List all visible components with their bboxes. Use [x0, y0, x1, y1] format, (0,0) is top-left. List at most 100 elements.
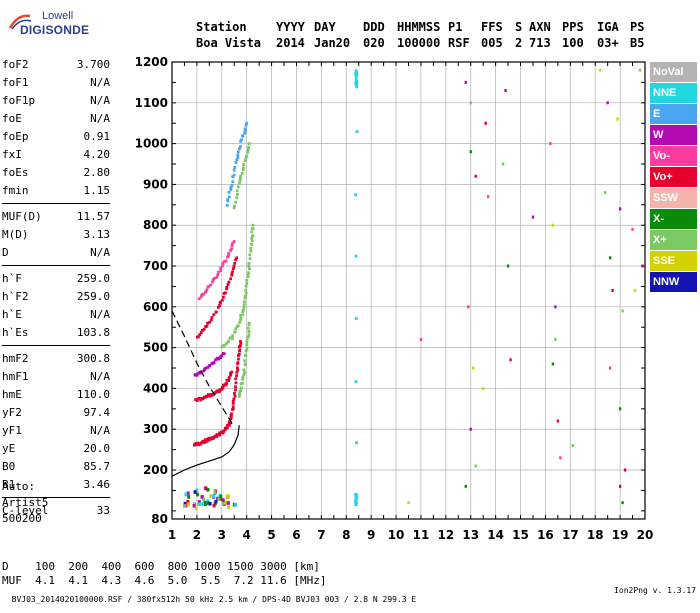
echo-trace-point — [355, 83, 358, 87]
noise-point — [474, 174, 477, 178]
echo-trace-point — [354, 498, 358, 502]
echo-trace-point — [239, 318, 242, 322]
echo-trace-point — [229, 417, 233, 421]
noise-point — [484, 121, 487, 125]
noise-point — [638, 68, 642, 72]
noise-point — [486, 195, 490, 199]
echo-trace-point — [202, 327, 206, 331]
param-row: h`E N/A — [2, 306, 110, 324]
header-value: Jan20 — [314, 36, 351, 50]
noise-point — [501, 162, 505, 166]
echo-trace-point — [234, 385, 237, 389]
y-tick-label: 1200 — [135, 55, 168, 69]
x-tick-label: 12 — [437, 528, 454, 542]
echo-trace-point — [246, 273, 250, 277]
echo-trace-point — [225, 203, 229, 207]
param-label: foF1p — [2, 94, 36, 107]
echo-trace-point — [247, 333, 251, 337]
echo-trace-point — [242, 300, 246, 304]
es-layer-point — [221, 501, 225, 505]
echo-trace-point — [231, 401, 235, 405]
noise-point — [618, 484, 622, 488]
param-value: N/A — [90, 424, 110, 437]
param-value: 97.4 — [83, 406, 111, 419]
echo-trace-point — [220, 298, 224, 302]
x-tick-label: 18 — [587, 528, 604, 542]
echo-trace-point — [227, 280, 231, 284]
param-value: 3.46 — [83, 478, 111, 491]
x-tick-label: 20 — [637, 528, 654, 542]
noise-point — [633, 289, 637, 292]
echo-trace-point — [229, 414, 233, 418]
echo-trace-point — [239, 389, 243, 392]
echo-trace-point — [355, 71, 359, 74]
param-value: 33 — [96, 504, 110, 517]
echo-trace-point — [222, 429, 226, 433]
noise-point — [621, 309, 624, 313]
param-row: h`Es 103.8 — [2, 324, 110, 342]
es-layer-point — [195, 488, 199, 493]
echo-trace-point — [355, 441, 359, 445]
es-layer-point — [219, 494, 223, 499]
echo-trace-point — [227, 254, 230, 258]
y-tick-label: 1000 — [135, 137, 168, 151]
params-separator — [2, 345, 110, 346]
echo-trace-point — [196, 371, 200, 375]
echo-trace-point — [240, 171, 244, 175]
param-label: yF1 — [2, 424, 22, 437]
noise-point — [469, 101, 472, 105]
param-row: C-level 33 — [2, 502, 110, 520]
echo-trace-point — [233, 392, 236, 395]
noise-point — [641, 264, 644, 268]
echo-trace-point — [236, 155, 240, 159]
echo-trace-point — [221, 261, 225, 265]
echo-trace-point — [242, 303, 246, 307]
param-value: 2.80 — [83, 166, 111, 179]
echo-trace-point — [210, 316, 214, 319]
param-label: foF2 — [2, 58, 29, 71]
param-value: 20.0 — [83, 442, 111, 455]
noise-point — [554, 337, 557, 341]
es-layer-point — [206, 487, 210, 492]
x-tick-label: 19 — [612, 528, 629, 542]
x-tick-label: 11 — [413, 528, 430, 542]
noise-point — [608, 366, 612, 370]
es-layer-point — [212, 503, 216, 508]
x-tick-label: 1 — [168, 528, 176, 542]
polarization-legend: NoVal NNE E W Vo- Vo+ SSW X- X+ SSE NNW — [650, 62, 697, 293]
noise-point — [506, 264, 510, 268]
header-label: DAY — [314, 20, 336, 34]
logo-line1: Lowell — [42, 10, 74, 22]
echo-trace-point — [234, 258, 238, 262]
echo-trace-point — [243, 127, 247, 131]
echo-trace-point — [231, 180, 235, 184]
echo-trace-point — [239, 341, 243, 345]
x-tick-label: 15 — [512, 528, 529, 542]
param-label: foEp — [2, 130, 29, 143]
x-tick-label: 13 — [462, 528, 479, 542]
echo-trace-point — [247, 145, 250, 149]
echo-trace-point — [245, 340, 249, 344]
param-value: 259.0 — [76, 290, 110, 303]
param-row: yF2 97.4 — [2, 404, 110, 422]
echo-trace-point — [203, 438, 207, 442]
header-label: PPS — [562, 20, 584, 34]
noise-point — [606, 101, 609, 105]
es-layer-point — [224, 500, 228, 504]
echo-trace-point — [227, 190, 231, 194]
param-label: foEs — [2, 166, 29, 179]
auto-code: 500200 — [2, 512, 42, 525]
logo-swoosh-icon — [8, 14, 32, 30]
echo-trace-point — [241, 377, 244, 381]
x-tick-label: 6 — [292, 528, 300, 542]
param-row: hmE 110.0 — [2, 386, 110, 404]
es-layer-point — [204, 486, 208, 491]
param-row: B0 85.7 — [2, 458, 110, 476]
param-value: 3.700 — [76, 58, 110, 71]
echo-trace-point — [204, 290, 207, 294]
echo-trace-point — [233, 394, 237, 398]
muf-row: MUF 4.1 4.1 4.3 4.6 5.0 5.5 7.2 11.6 [MH… — [2, 574, 327, 587]
echo-trace-point — [239, 145, 242, 148]
param-row: D N/A — [2, 244, 110, 262]
echo-trace-point — [206, 321, 209, 325]
